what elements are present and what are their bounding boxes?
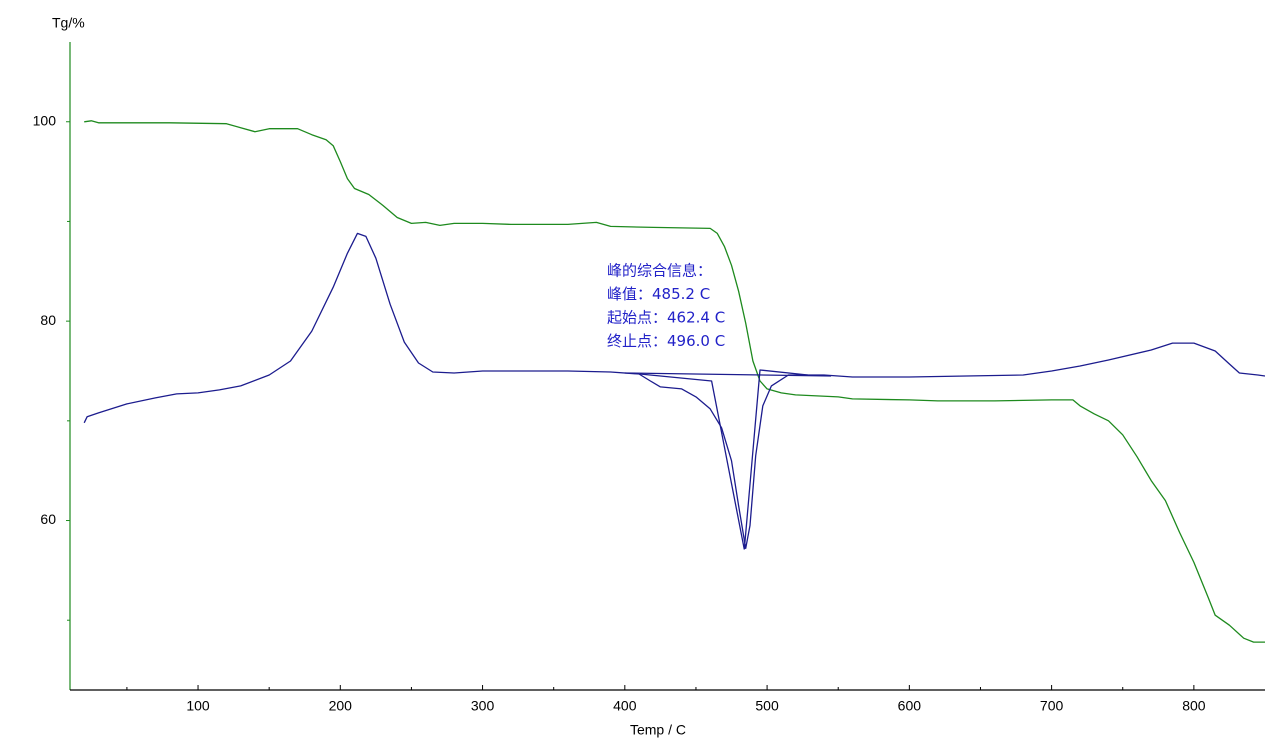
annotation: 峰的综合信息： bbox=[607, 262, 712, 280]
x-tick-label: 600 bbox=[898, 698, 922, 714]
y-tick-label: 80 bbox=[40, 312, 56, 328]
x-tick-label: 200 bbox=[329, 698, 353, 714]
y-tick-label: 60 bbox=[40, 511, 56, 527]
y-axis-label: Tg/% bbox=[52, 15, 85, 31]
data-line bbox=[83, 232, 1265, 550]
x-axis-label: Temp / C bbox=[630, 722, 686, 738]
x-tick-label: 400 bbox=[613, 698, 637, 714]
data-line bbox=[639, 373, 745, 550]
x-tick-label: 300 bbox=[471, 698, 495, 714]
x-tick-label: 500 bbox=[755, 698, 779, 714]
data-line bbox=[743, 369, 808, 550]
x-tick-label: 100 bbox=[186, 698, 210, 714]
annotation: 峰值：485.2 C bbox=[607, 285, 710, 303]
annotation: 起始点：462.4 C bbox=[607, 309, 725, 327]
y-tick-label: 100 bbox=[33, 112, 57, 128]
data-line bbox=[624, 372, 832, 377]
data-line bbox=[84, 120, 1265, 643]
x-tick-label: 800 bbox=[1182, 698, 1206, 714]
annotation: 终止点：496.0 C bbox=[607, 332, 725, 350]
x-tick-label: 700 bbox=[1040, 698, 1064, 714]
